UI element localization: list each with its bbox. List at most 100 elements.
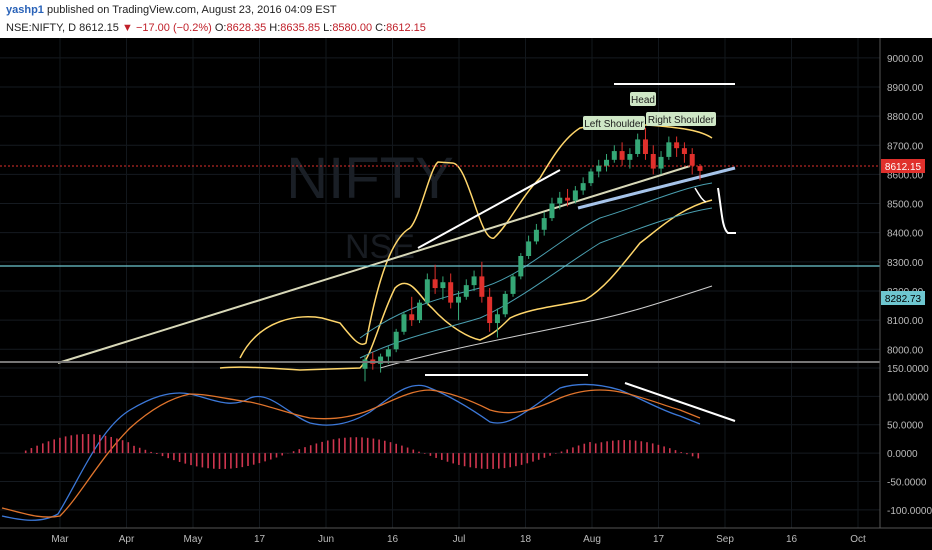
open-label: O: xyxy=(214,22,227,34)
indicator-overlays xyxy=(0,83,880,422)
high-value: 8635.85 xyxy=(280,22,321,34)
open-value: 8628.35 xyxy=(226,22,267,34)
time-tick-label: 18 xyxy=(520,534,532,545)
low-label: L: xyxy=(323,22,333,34)
symbol-name[interactable]: NSE:NIFTY, D xyxy=(6,22,77,34)
price-tick-label: 8100.00 xyxy=(887,316,924,327)
candle-body xyxy=(588,171,594,184)
candle-body xyxy=(424,279,430,303)
macd-tick-label: 150.0000 xyxy=(887,364,929,375)
candle-body xyxy=(549,203,555,219)
candle-body xyxy=(440,282,446,289)
chart-canvas[interactable]: NIFTY NSE Left Shoulder Head Right Shoul… xyxy=(0,38,932,550)
publish-header: yashp1 published on TradingView.com, Aug… xyxy=(0,0,932,38)
level-price-badge: 8282.73 xyxy=(881,291,925,305)
time-tick-label: Aug xyxy=(583,534,601,545)
down-arrow-icon: ▼ xyxy=(121,22,133,34)
macd-tick-label: 100.0000 xyxy=(887,392,929,403)
candle-body xyxy=(533,229,539,242)
candle-body xyxy=(627,154,633,160)
exchange-watermark: NSE xyxy=(345,228,415,266)
price-tick-label: 9000.00 xyxy=(887,54,924,65)
candle-body xyxy=(681,148,687,154)
candle-body xyxy=(666,142,672,157)
price-tick-label: 8300.00 xyxy=(887,258,924,269)
last-price-badge-text: 8612.15 xyxy=(885,162,922,173)
candle-body xyxy=(565,197,571,201)
price-tick-label: 8800.00 xyxy=(887,112,924,123)
publish-line: yashp1 published on TradingView.com, Aug… xyxy=(6,4,337,16)
candle-body xyxy=(502,293,508,315)
candle-body xyxy=(409,314,415,321)
macd-tick-label: -50.0000 xyxy=(887,477,927,488)
candle-body xyxy=(642,139,648,154)
head-text: Head xyxy=(631,95,655,106)
candle-body xyxy=(487,296,493,324)
short-trendline xyxy=(417,169,561,249)
price-tick-label: 8000.00 xyxy=(887,345,924,356)
close-value: 8612.15 xyxy=(386,22,426,34)
projected-drop xyxy=(717,187,736,234)
candle-body xyxy=(658,156,664,169)
time-tick-label: Sep xyxy=(716,534,734,545)
close-label: C: xyxy=(375,22,387,34)
left-shoulder-label[interactable]: Left Shoulder xyxy=(583,116,645,130)
candle-body xyxy=(557,197,563,204)
candle-body xyxy=(518,256,524,277)
macd-scale[interactable]: 150.0000 100.0000 50.0000 0.0000 -50.0000 -10… xyxy=(887,364,932,517)
price-tick-label: 8900.00 xyxy=(887,83,924,94)
candle-body xyxy=(401,314,407,332)
candle-body xyxy=(596,165,602,172)
candle-body xyxy=(650,154,656,169)
candle-body xyxy=(385,349,391,357)
left-shoulder-text: Left Shoulder xyxy=(584,119,644,130)
macd-divergence-line xyxy=(624,382,736,422)
symbol-watermark: NIFTY xyxy=(286,146,454,211)
symbol-ohlc-bar: NSE:NIFTY, D 8612.15 ▼ −17.00 (−0.2%) O:… xyxy=(6,22,426,34)
macd-tick-label: -100.0000 xyxy=(887,506,932,517)
candle-body xyxy=(471,276,477,286)
candle-body xyxy=(417,302,423,321)
candle-body xyxy=(635,139,641,154)
published-text: published on TradingView.com, August 23,… xyxy=(46,4,337,16)
candle-body xyxy=(572,190,578,201)
candle-body xyxy=(463,285,469,297)
time-tick-label: 16 xyxy=(786,534,798,545)
candle-body xyxy=(479,276,485,297)
time-tick-label: 17 xyxy=(254,534,266,545)
price-drop-line xyxy=(694,187,707,203)
candle-body xyxy=(580,183,586,191)
candle-body xyxy=(611,151,617,160)
time-axis[interactable]: Mar Apr May 17 Jun 16 Jul 18 Aug 17 Sep 16 Oct xyxy=(51,534,866,545)
moving-average-200 xyxy=(379,285,713,369)
candle-body xyxy=(697,166,703,171)
price-tick-label: 8600.00 xyxy=(887,170,924,181)
candle-body xyxy=(604,159,610,166)
price-tick-label: 8700.00 xyxy=(887,141,924,152)
time-tick-label: 16 xyxy=(387,534,399,545)
candle-body xyxy=(393,331,399,350)
price-tick-label: 8400.00 xyxy=(887,229,924,240)
inner-band-b xyxy=(359,207,713,359)
price-change: −17.00 (−0.2%) xyxy=(135,22,212,34)
author-link[interactable]: yashp1 xyxy=(6,4,44,16)
candle-body xyxy=(526,241,532,256)
head-label[interactable]: Head xyxy=(630,92,656,106)
time-tick-label: Jun xyxy=(318,534,334,545)
time-tick-label: 17 xyxy=(653,534,665,545)
candle-body xyxy=(510,276,516,294)
last-price-badge: 8612.15 xyxy=(881,159,925,173)
macd-line xyxy=(1,383,701,521)
candle-body xyxy=(448,282,454,303)
right-shoulder-label[interactable]: Right Shoulder xyxy=(646,112,716,126)
last-price: 8612.15 xyxy=(79,22,119,34)
candle-body xyxy=(494,314,500,324)
macd-pane xyxy=(1,383,701,521)
long-trendline xyxy=(57,165,691,364)
time-tick-label: May xyxy=(184,534,203,545)
candle-body xyxy=(619,151,625,160)
low-value: 8580.00 xyxy=(332,22,373,34)
candle-body xyxy=(455,296,461,303)
candle-body xyxy=(674,142,680,149)
time-tick-label: Apr xyxy=(119,534,135,545)
